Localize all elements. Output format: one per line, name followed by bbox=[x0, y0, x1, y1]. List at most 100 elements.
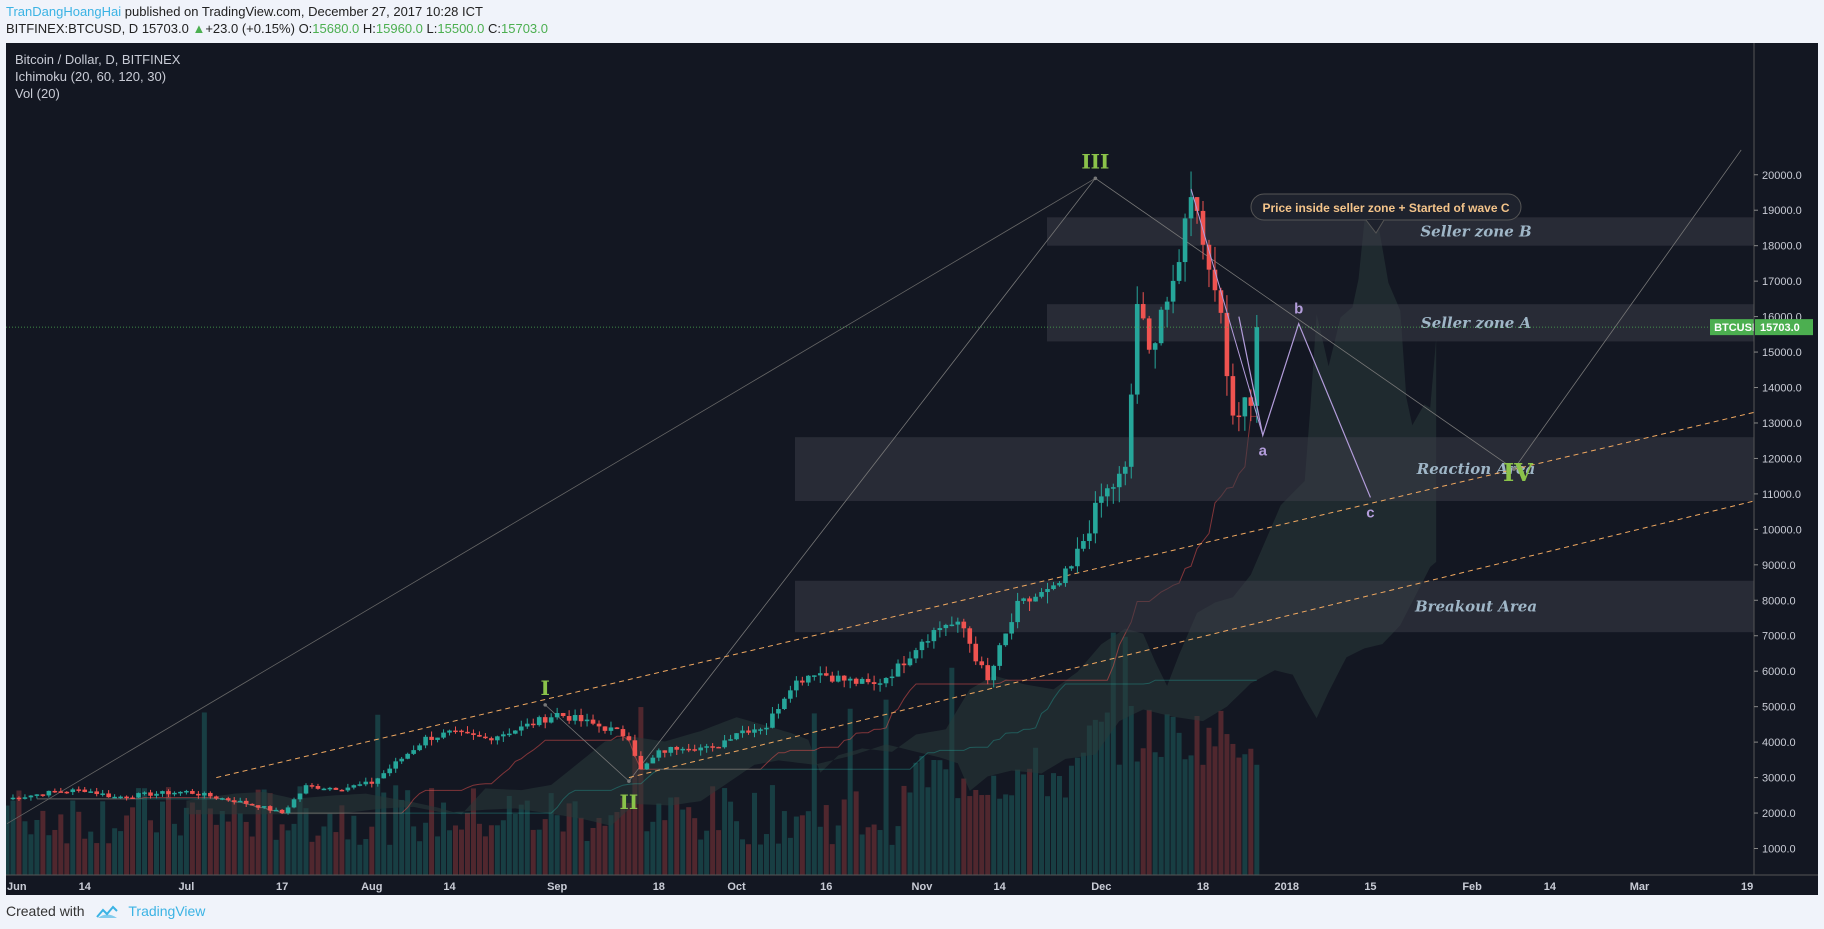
candle bbox=[1182, 218, 1188, 263]
volume-bar bbox=[441, 802, 447, 875]
volume-bar bbox=[34, 819, 40, 875]
price-tag-value: 15703.0 bbox=[1760, 322, 1800, 334]
volume-bar bbox=[399, 799, 405, 875]
candle bbox=[602, 726, 608, 731]
x-tick-label: 17 bbox=[276, 881, 288, 893]
volume-bar bbox=[494, 825, 500, 875]
candle bbox=[225, 798, 231, 801]
volume-bar bbox=[213, 824, 219, 875]
price-chart[interactable]: Seller zone B Seller zone A Reaction Area B… bbox=[6, 43, 1818, 895]
trend-line bbox=[6, 177, 1096, 825]
candle bbox=[483, 736, 488, 739]
candle bbox=[124, 796, 129, 799]
candle bbox=[219, 798, 225, 800]
candle bbox=[1248, 397, 1254, 406]
volume-bar bbox=[189, 802, 195, 875]
candle bbox=[1122, 466, 1128, 474]
candle bbox=[1224, 312, 1230, 377]
callout-text: Price inside seller zone + Started of wa… bbox=[1262, 201, 1509, 215]
volume-bar bbox=[793, 816, 799, 875]
tradingview-link[interactable]: TradingView bbox=[128, 903, 206, 919]
candle bbox=[752, 729, 757, 733]
candle bbox=[465, 731, 470, 734]
volume-bar bbox=[931, 759, 937, 875]
candle bbox=[608, 727, 614, 731]
y-tick-label: 13000.0 bbox=[1762, 418, 1802, 430]
volume-bar bbox=[1248, 748, 1254, 875]
candle bbox=[1200, 210, 1206, 245]
volume-bar bbox=[106, 843, 112, 875]
volume-bar bbox=[237, 813, 243, 875]
candle bbox=[560, 713, 566, 717]
y-tick-label: 20000.0 bbox=[1762, 170, 1802, 182]
volume-bar bbox=[375, 714, 381, 875]
volume-bar bbox=[985, 794, 991, 875]
volume-bar bbox=[1039, 774, 1045, 875]
candle bbox=[566, 716, 572, 721]
candle bbox=[985, 665, 991, 681]
volume-bar bbox=[1146, 709, 1152, 875]
candle bbox=[1051, 585, 1056, 590]
zone-label: Seller zone B bbox=[1420, 222, 1531, 240]
legend-ichimoku[interactable]: Ichimoku (20, 60, 120, 30) bbox=[15, 69, 167, 84]
volume-bar bbox=[512, 814, 518, 875]
volume-bar bbox=[267, 793, 273, 875]
candle bbox=[375, 778, 381, 784]
volume-bar bbox=[1158, 756, 1164, 875]
volume-bar bbox=[967, 796, 973, 875]
volume-bar bbox=[165, 787, 171, 875]
candle bbox=[746, 730, 751, 733]
volume-bar bbox=[148, 820, 154, 875]
candle bbox=[100, 793, 105, 795]
price-axis[interactable] bbox=[1754, 43, 1818, 895]
volume-bar bbox=[847, 708, 853, 875]
chart-canvas[interactable]: Seller zone B Seller zone A Reaction Area B… bbox=[6, 43, 1818, 895]
x-tick-label: Mar bbox=[1630, 881, 1650, 893]
ichimoku-cloud bbox=[186, 213, 1437, 826]
volume-bar bbox=[130, 807, 136, 875]
candle bbox=[429, 736, 434, 740]
candle bbox=[794, 680, 799, 691]
last-price: 15703.0 bbox=[141, 21, 189, 36]
volume-bar bbox=[118, 831, 124, 875]
volume-bar bbox=[757, 844, 763, 875]
x-tick-label: 19 bbox=[1741, 881, 1753, 893]
candle bbox=[46, 790, 52, 796]
candle bbox=[907, 658, 913, 666]
volume-bar bbox=[524, 800, 530, 875]
volume-bar bbox=[644, 831, 650, 875]
volume-bar bbox=[381, 792, 387, 875]
volume-bar bbox=[692, 818, 698, 875]
volume-bar bbox=[889, 844, 895, 875]
legend-volume[interactable]: Vol (20) bbox=[15, 86, 60, 101]
candle bbox=[88, 791, 94, 793]
candle bbox=[776, 709, 781, 714]
volume-bar bbox=[979, 795, 985, 875]
candle bbox=[668, 746, 674, 753]
volume-bar bbox=[686, 807, 692, 875]
candle bbox=[387, 768, 393, 774]
x-tick-label: 18 bbox=[653, 881, 665, 893]
candle bbox=[758, 729, 763, 731]
volume-bar bbox=[578, 817, 584, 875]
candle bbox=[1081, 541, 1086, 549]
candle bbox=[740, 730, 745, 734]
candle bbox=[1027, 598, 1032, 602]
candle bbox=[297, 793, 303, 800]
candle bbox=[321, 788, 327, 791]
candle bbox=[973, 643, 979, 662]
candle bbox=[1093, 502, 1098, 534]
y-tick-label: 12000.0 bbox=[1762, 453, 1802, 465]
volume-bar bbox=[64, 843, 70, 875]
volume-bar bbox=[285, 830, 291, 875]
volume-bar bbox=[710, 786, 716, 875]
volume-bar bbox=[530, 829, 536, 875]
y-tick-label: 9000.0 bbox=[1762, 560, 1796, 572]
volume-bar bbox=[554, 815, 560, 875]
volume-bar bbox=[943, 769, 949, 875]
candle bbox=[1039, 592, 1044, 597]
volume-bar bbox=[76, 811, 82, 875]
high-label: H: bbox=[362, 21, 376, 36]
volume-bar bbox=[1080, 752, 1086, 875]
author-link[interactable]: TranDangHoangHai bbox=[6, 4, 122, 19]
